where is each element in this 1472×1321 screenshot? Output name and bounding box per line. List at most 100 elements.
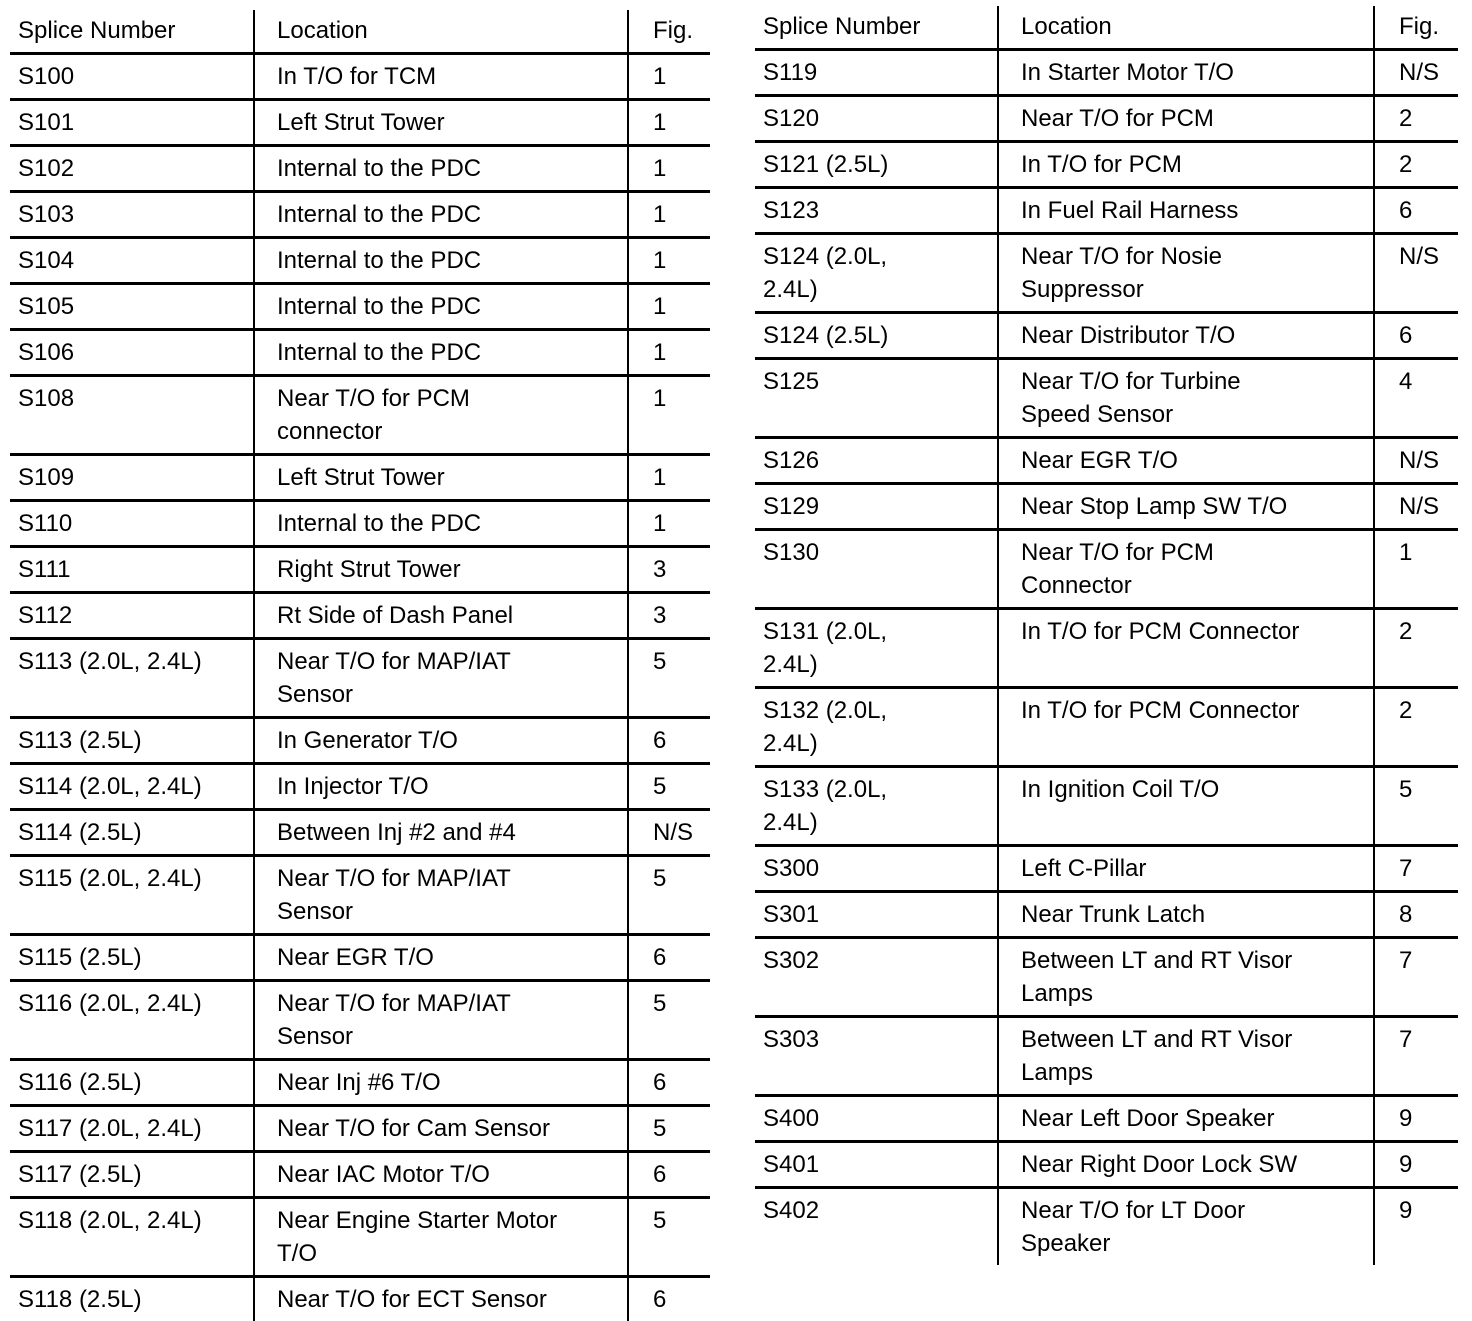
splice-number-cell: S131 (2.0L,2.4L) [755,609,998,688]
fig-cell: 5 [628,856,710,935]
splice-number-cell-line: S103 [18,198,253,231]
fig-cell: 5 [628,639,710,718]
splice-number-cell-line: S116 (2.5L) [18,1066,253,1099]
splice-number-cell: S118 (2.0L, 2.4L) [10,1198,254,1277]
splice-number-cell: S111 [10,547,254,593]
location-cell-line: Near T/O for ECT Sensor [277,1283,627,1316]
table-row: S131 (2.0L,2.4L)In T/O for PCM Connector… [755,609,1458,688]
splice-number-cell: S113 (2.0L, 2.4L) [10,639,254,718]
splice-number-cell: S120 [755,96,998,142]
splice-number-cell-line: S119 [763,56,997,89]
splice-number-cell-line: S302 [763,944,997,977]
splice-number-cell: S124 (2.5L) [755,313,998,359]
location-cell-line: In Starter Motor T/O [1021,56,1373,89]
splice-number-cell: S303 [755,1017,998,1096]
fig-cell: 1 [628,238,710,284]
location-cell-line: Near IAC Motor T/O [277,1158,627,1191]
fig-cell: 2 [1374,96,1458,142]
splice-number-cell: S132 (2.0L,2.4L) [755,688,998,767]
location-cell-line: Near T/O for Cam Sensor [277,1112,627,1145]
location-cell-line: Internal to the PDC [277,244,627,277]
splice-number-cell: S126 [755,438,998,484]
splice-number-cell-line: S109 [18,461,253,494]
location-cell-line: Near Inj #6 T/O [277,1066,627,1099]
fig-cell: 1 [628,455,710,501]
location-cell-line: Rt Side of Dash Panel [277,599,627,632]
splice-number-cell-line: S105 [18,290,253,323]
header-location: Location [254,10,628,54]
location-cell: Near Trunk Latch [998,892,1374,938]
fig-cell: 1 [628,284,710,330]
location-cell: In Starter Motor T/O [998,50,1374,96]
table-header-row: Splice Number Location Fig. [755,6,1458,50]
splice-number-cell: S102 [10,146,254,192]
location-cell: Near T/O for ECT Sensor [254,1277,628,1321]
splice-number-cell: S115 (2.0L, 2.4L) [10,856,254,935]
location-cell-line: Internal to the PDC [277,152,627,185]
fig-cell: 1 [628,501,710,547]
location-cell-line: Between LT and RT Visor [1021,1023,1373,1056]
splice-number-cell-line: S110 [18,507,253,540]
location-cell-line: In T/O for TCM [277,60,627,93]
location-cell-line: Internal to the PDC [277,507,627,540]
splice-number-cell-line: S118 (2.5L) [18,1283,253,1316]
splice-number-cell-line: S116 (2.0L, 2.4L) [18,987,253,1020]
fig-cell: N/S [1374,484,1458,530]
location-cell-line: Connector [1021,569,1373,602]
splice-number-cell-line: S114 (2.0L, 2.4L) [18,770,253,803]
splice-number-cell: S110 [10,501,254,547]
location-cell: Near Inj #6 T/O [254,1060,628,1106]
location-cell: In Ignition Coil T/O [998,767,1374,846]
location-cell-line: Left C-Pillar [1021,852,1373,885]
location-cell: Near T/O for PCM [998,96,1374,142]
header-location: Location [998,6,1374,50]
fig-cell: 5 [628,764,710,810]
fig-cell: 6 [628,718,710,764]
table-body: Splice Number Location Fig. S119 In Start… [755,6,1458,1265]
splice-number-cell-line: S131 (2.0L, [763,615,997,648]
location-cell-line: Near Left Door Speaker [1021,1102,1373,1135]
splice-number-cell-line: S100 [18,60,253,93]
location-cell-line: Right Strut Tower [277,553,627,586]
splice-number-cell: S103 [10,192,254,238]
fig-cell: 5 [628,1106,710,1152]
header-fig: Fig. [1374,6,1458,50]
location-cell-line: Internal to the PDC [277,198,627,231]
fig-cell: 1 [628,54,710,100]
splice-number-cell: S118 (2.5L) [10,1277,254,1321]
header-fig: Fig. [628,10,710,54]
location-cell-line: In Ignition Coil T/O [1021,773,1373,806]
fig-cell: 5 [628,1198,710,1277]
splice-number-cell-line: S400 [763,1102,997,1135]
splice-number-cell: S117 (2.5L) [10,1152,254,1198]
splice-number-cell: S302 [755,938,998,1017]
fig-cell: 9 [1374,1188,1458,1266]
location-cell-line: Speed Sensor [1021,398,1373,431]
fig-cell: 6 [628,1277,710,1321]
splice-number-cell-line: 2.4L) [763,727,997,760]
location-cell: Rt Side of Dash Panel [254,593,628,639]
splice-number-cell: S133 (2.0L,2.4L) [755,767,998,846]
splice-number-cell: S100 [10,54,254,100]
location-cell: Near Stop Lamp SW T/O [998,484,1374,530]
location-cell: Near T/O for Cam Sensor [254,1106,628,1152]
header-splice-number: Splice Number [10,10,254,54]
splice-number-cell: S130 [755,530,998,609]
location-cell-line: T/O [277,1237,627,1270]
location-cell: Internal to the PDC [254,238,628,284]
